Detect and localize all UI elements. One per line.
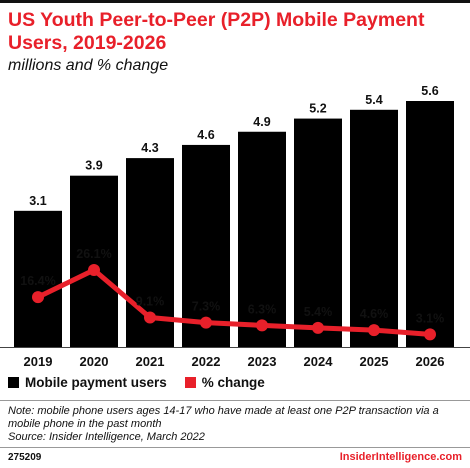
change-point-2019: [32, 291, 44, 304]
divider-top: [0, 400, 470, 401]
legend-swatch-line: [184, 377, 196, 388]
bar-2019: [14, 210, 62, 347]
legend: Mobile payment users % change: [8, 375, 283, 390]
note-text: Note: mobile phone users ages 14-17 who …: [8, 405, 439, 430]
x-tick-label-2025: 2025: [360, 354, 389, 369]
bar-2024: [294, 118, 342, 347]
top-rule: [0, 0, 470, 3]
bar-value-label-2021: 4.3: [141, 141, 158, 155]
change-point-2023: [256, 319, 268, 332]
x-tick-label-2021: 2021: [136, 354, 165, 369]
bar-2022: [182, 144, 230, 347]
change-label-2021: 9.1%: [136, 295, 165, 309]
source-text: Source: Insider Intelligence, March 2022: [8, 431, 205, 443]
change-point-2025: [368, 324, 380, 337]
bar-value-label-2019: 3.1: [29, 194, 46, 208]
bar-2023: [238, 131, 286, 347]
change-label-2024: 5.4%: [304, 305, 333, 319]
change-point-2021: [144, 311, 156, 324]
chart-title: US Youth Peer-to-Peer (P2P) Mobile Payme…: [8, 9, 425, 54]
bar-2020: [70, 175, 118, 347]
bar-2026: [406, 101, 454, 347]
x-tick-label-2024: 2024: [304, 354, 334, 369]
change-point-2022: [200, 316, 212, 329]
x-tick-label-2026: 2026: [416, 354, 445, 369]
change-label-2019: 16.4%: [20, 274, 55, 288]
bar-value-label-2023: 4.9: [253, 115, 270, 129]
x-tick-label-2022: 2022: [192, 354, 221, 369]
legend-swatch-bars: [8, 377, 19, 388]
bar-value-label-2024: 5.2: [309, 102, 326, 116]
chart-subtitle: millions and % change: [8, 57, 169, 74]
bar-value-label-2020: 3.9: [85, 159, 102, 173]
bar-value-label-2022: 4.6: [197, 128, 214, 142]
change-line: [35, 267, 433, 337]
change-label-2022: 7.3%: [192, 300, 221, 314]
footnote: Note: mobile phone users ages 14-17 who …: [8, 405, 463, 444]
legend-label-users: Mobile payment users: [25, 375, 167, 390]
change-point-2024: [312, 321, 324, 334]
legend-item-change: % change: [184, 375, 265, 390]
brand-logo-text: InsiderIntelligence.com: [339, 451, 462, 463]
change-point-2020: [88, 264, 100, 276]
legend-item-users: Mobile payment users: [8, 375, 167, 390]
change-label-2025: 4.6%: [360, 307, 389, 321]
divider-bottom: [0, 447, 470, 448]
bar-value-label-2025: 5.4: [365, 93, 382, 107]
legend-label-change: % change: [201, 375, 265, 390]
x-tick-label-2023: 2023: [248, 354, 277, 369]
x-tick-label-2020: 2020: [80, 354, 109, 369]
x-tick-label-2019: 2019: [24, 354, 53, 369]
bar-2025: [350, 109, 398, 348]
change-label-2023: 6.3%: [248, 302, 277, 316]
bar-value-label-2026: 5.6: [421, 85, 438, 98]
change-label-2026: 3.1%: [416, 311, 445, 325]
chart-id: 275209: [8, 452, 42, 463]
chart-area: 3.1 3.9 4.3 4.6 4.9 5.2 5.4 5.6 2019 2020 2021 2022…: [0, 85, 470, 369]
change-point-2026: [424, 328, 436, 341]
change-label-2020: 26.1%: [76, 247, 111, 261]
